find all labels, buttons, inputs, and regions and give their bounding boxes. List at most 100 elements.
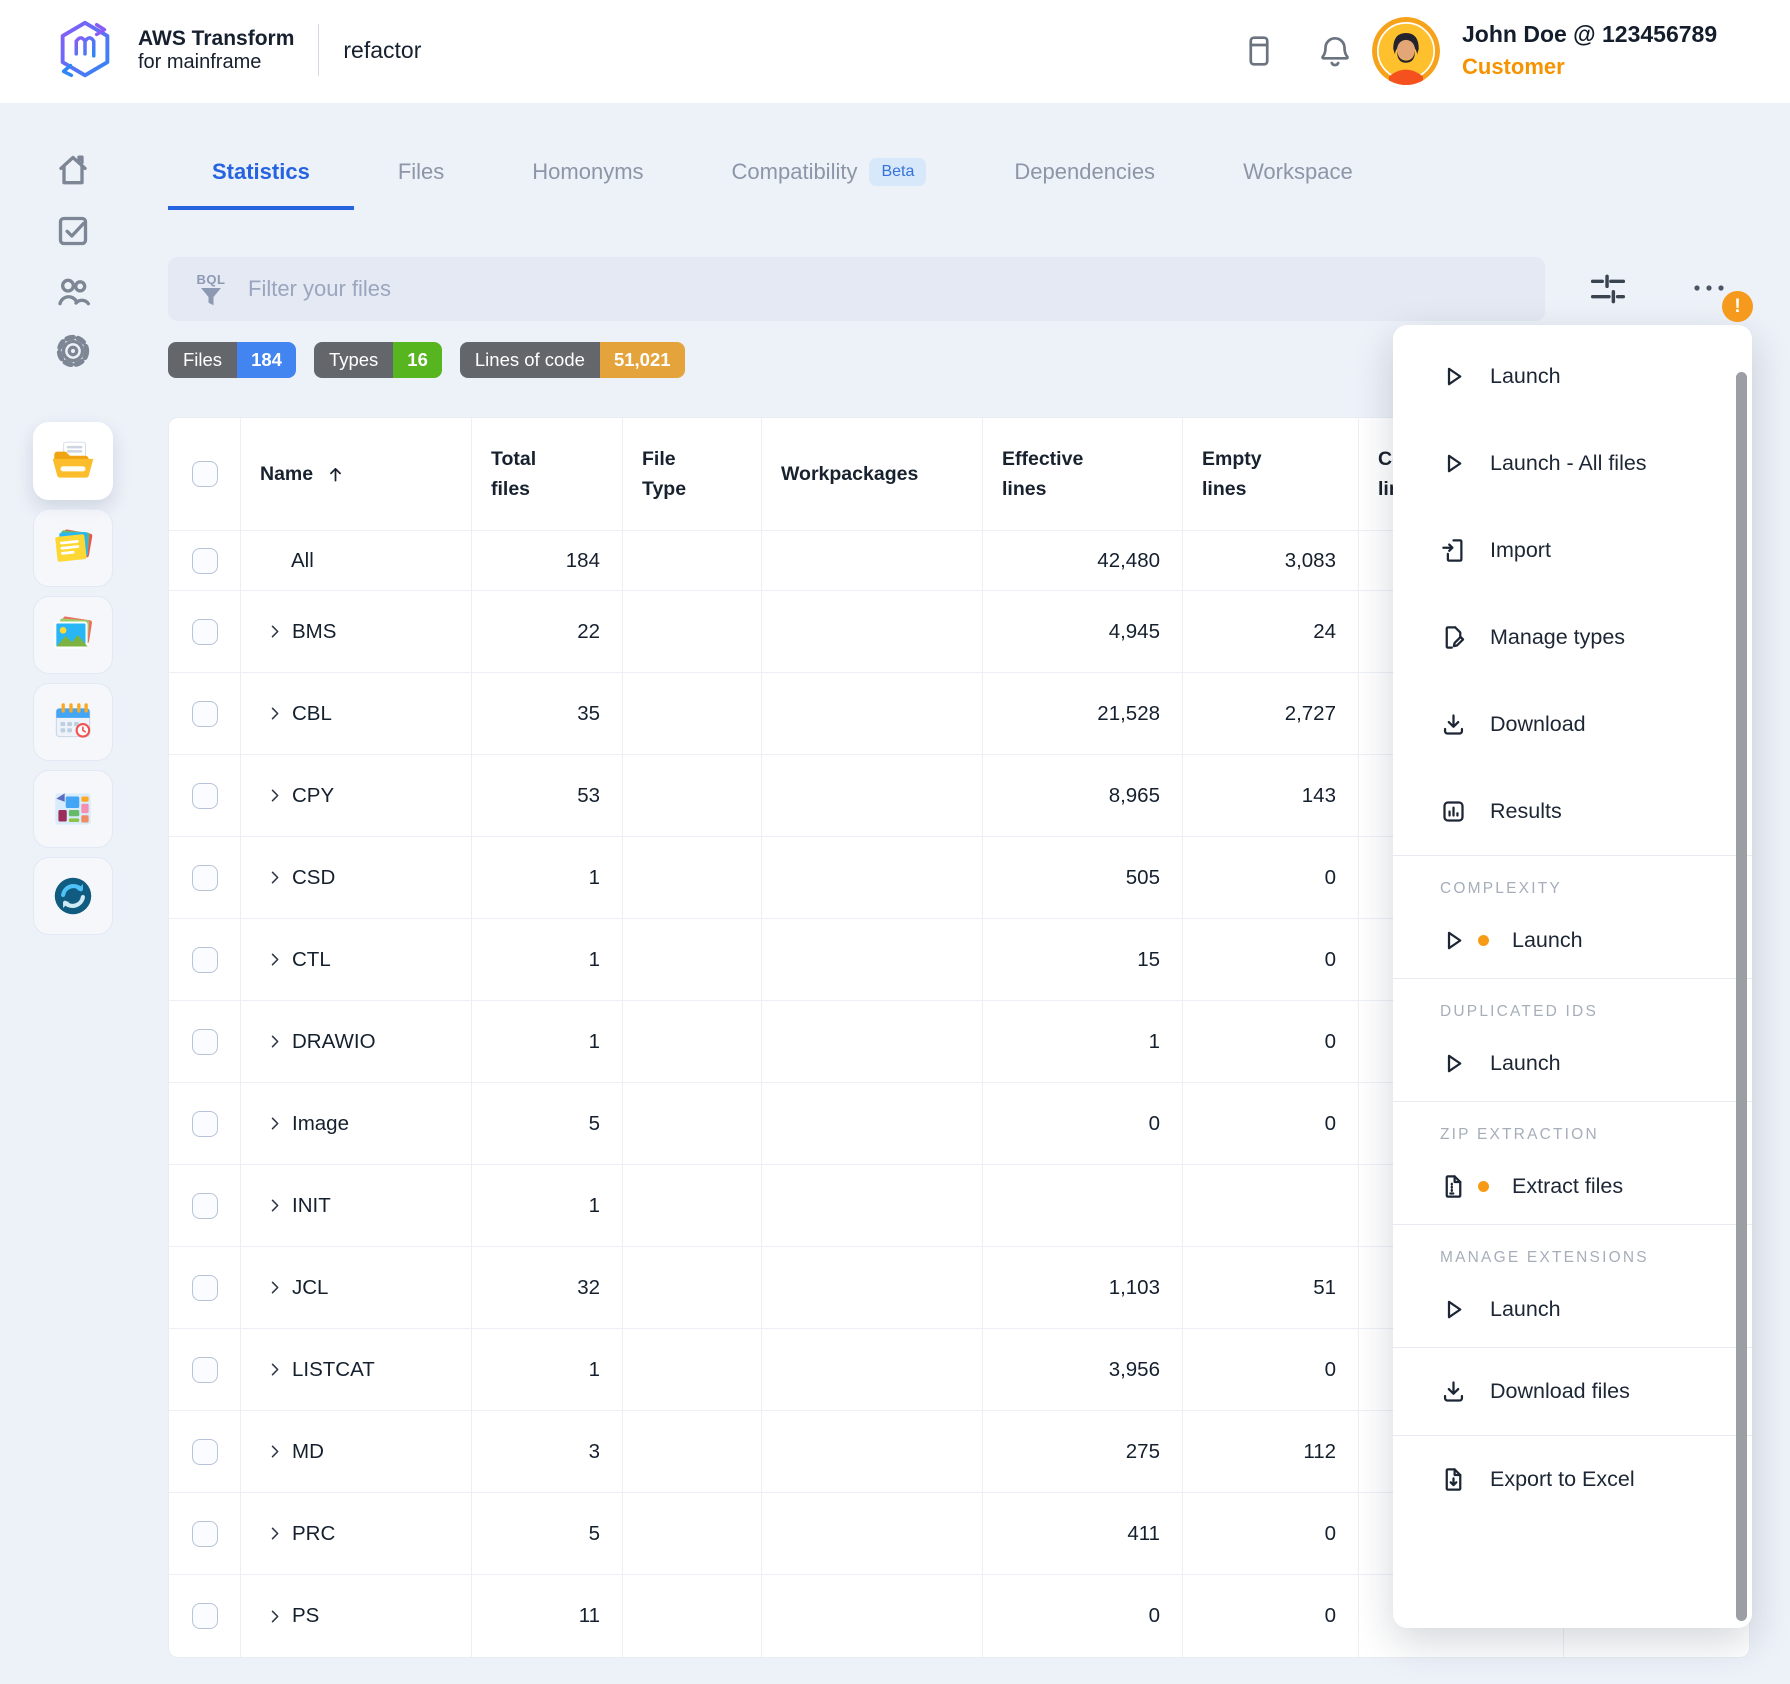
summary-badge-lines-of-code: Lines of code 51,021: [459, 342, 685, 378]
tab-statistics[interactable]: Statistics: [168, 138, 354, 210]
row-checkbox[interactable]: [191, 1438, 218, 1465]
row-checkbox[interactable]: [191, 864, 218, 891]
column-header-name[interactable]: Name: [241, 418, 472, 530]
table-row-ps[interactable]: PS 11 0 0: [169, 1575, 1749, 1657]
app-tile-notes[interactable]: [33, 509, 113, 587]
menu-item-launch[interactable]: Launch: [1393, 902, 1752, 978]
workpackages-cell: [762, 1493, 983, 1574]
table-row-init[interactable]: INIT 1: [169, 1165, 1749, 1247]
expand-chevron-icon[interactable]: [265, 1032, 284, 1051]
avatar[interactable]: [1372, 17, 1440, 85]
row-checkbox[interactable]: [191, 1192, 218, 1219]
menu-item-import[interactable]: Import: [1393, 507, 1752, 594]
whitepaper-icon[interactable]: [1240, 32, 1278, 70]
select-all-checkbox[interactable]: [191, 461, 218, 487]
alert-badge[interactable]: !: [1722, 291, 1753, 322]
calendar-app-icon: [48, 697, 98, 747]
row-checkbox[interactable]: [191, 782, 218, 809]
table-row-ctl[interactable]: CTL 1 15 0: [169, 919, 1749, 1001]
user-name: John Doe @ 123456789: [1462, 21, 1718, 47]
row-checkbox[interactable]: [191, 946, 218, 973]
name-cell: LISTCAT: [241, 1329, 472, 1410]
tab-dependencies[interactable]: Dependencies: [970, 138, 1199, 210]
tab-compatibility[interactable]: Compatibility Beta: [688, 138, 971, 210]
menu-item-download[interactable]: Download: [1393, 681, 1752, 768]
expand-chevron-icon[interactable]: [265, 1278, 284, 1297]
row-checkbox-cell: [169, 837, 241, 918]
expand-chevron-icon[interactable]: [265, 950, 284, 969]
menu-item-download-files[interactable]: Download files: [1393, 1348, 1752, 1435]
expand-chevron-icon[interactable]: [265, 1360, 284, 1379]
menu-item-manage-types[interactable]: Manage types: [1393, 594, 1752, 681]
tasks-icon[interactable]: [53, 211, 93, 251]
expand-chevron-icon[interactable]: [265, 1442, 284, 1461]
row-checkbox[interactable]: [191, 618, 218, 645]
app-tile-sync[interactable]: [33, 857, 113, 935]
expand-chevron-icon[interactable]: [265, 1114, 284, 1133]
app-tile-photos[interactable]: [33, 596, 113, 674]
row-checkbox[interactable]: [191, 1603, 218, 1629]
summary-badge-types: Types 16: [313, 342, 442, 378]
filter-input[interactable]: [248, 276, 1523, 302]
tab-files[interactable]: Files: [354, 138, 488, 210]
row-checkbox[interactable]: [191, 1520, 218, 1547]
bell-icon[interactable]: [1316, 32, 1354, 70]
menu-scrollbar[interactable]: [1736, 372, 1747, 1621]
menu-item-export-to-excel[interactable]: Export to Excel: [1393, 1436, 1752, 1523]
table-row-image[interactable]: Image 5 0 0: [169, 1083, 1749, 1165]
column-header-label: Workpackages: [781, 462, 919, 485]
overflow-menu-icon[interactable]: [1690, 278, 1728, 304]
dashboard-app-icon: [48, 784, 98, 834]
app-tile-calendar[interactable]: [33, 683, 113, 761]
workpackages-cell: [762, 1165, 983, 1246]
row-checkbox[interactable]: [191, 1274, 218, 1301]
home-icon[interactable]: [53, 150, 93, 190]
row-checkbox[interactable]: [191, 1028, 218, 1055]
expand-chevron-icon[interactable]: [265, 622, 284, 641]
row-checkbox[interactable]: [191, 547, 218, 574]
table-row-listcat[interactable]: LISTCAT 1 3,956 0: [169, 1329, 1749, 1411]
play-icon: [1440, 1296, 1467, 1323]
table-row-all[interactable]: All 184 42,480 3,083: [169, 531, 1749, 591]
table-row-md[interactable]: MD 3 275 112: [169, 1411, 1749, 1493]
menu-item-launch[interactable]: Launch: [1393, 1025, 1752, 1101]
tab-label: Statistics: [212, 159, 310, 184]
tab-workspace[interactable]: Workspace: [1199, 138, 1397, 210]
menu-item-launch[interactable]: Launch: [1393, 1271, 1752, 1347]
expand-chevron-icon[interactable]: [265, 1196, 284, 1215]
file-type-cell: [623, 919, 762, 1000]
play-icon: [1440, 1050, 1467, 1077]
menu-section: DUPLICATED IDS Launch: [1393, 979, 1752, 1101]
row-checkbox[interactable]: [191, 700, 218, 727]
app-tile-dashboard[interactable]: [33, 770, 113, 848]
app-tile-documents[interactable]: [33, 422, 113, 500]
table-row-csd[interactable]: CSD 1 505 0: [169, 837, 1749, 919]
menu-item-launch[interactable]: Launch: [1393, 333, 1752, 420]
expand-chevron-icon[interactable]: [265, 786, 284, 805]
download-icon: [1440, 1378, 1467, 1405]
workpackages-cell: [762, 1247, 983, 1328]
sort-ascending-icon[interactable]: [325, 464, 346, 485]
users-icon[interactable]: [53, 272, 93, 312]
menu-item-extract-files[interactable]: Extract files: [1393, 1148, 1752, 1224]
name-cell: JCL: [241, 1247, 472, 1328]
menu-section-title: DUPLICATED IDS: [1440, 1003, 1598, 1020]
expand-chevron-icon[interactable]: [265, 868, 284, 887]
tab-homonyms[interactable]: Homonyms: [488, 138, 687, 210]
row-checkbox[interactable]: [191, 1110, 218, 1137]
sliders-icon[interactable]: [1585, 266, 1631, 312]
menu-item-results[interactable]: Results: [1393, 768, 1752, 855]
row-checkbox[interactable]: [191, 1356, 218, 1383]
file-edit-icon: [1440, 624, 1467, 651]
table-row-cbl[interactable]: CBL 35 21,528 2,727: [169, 673, 1749, 755]
expand-chevron-icon[interactable]: [265, 704, 284, 723]
settings-icon[interactable]: [53, 331, 93, 371]
name-cell: PS: [241, 1575, 472, 1657]
menu-section-title: COMPLEXITY: [1440, 880, 1562, 897]
effective-lines-cell: 1,103: [983, 1247, 1183, 1328]
row-checkbox-cell: [169, 1165, 241, 1246]
expand-chevron-icon[interactable]: [265, 1524, 284, 1543]
column-header-file-type: File Type: [623, 418, 762, 530]
expand-chevron-icon[interactable]: [265, 1607, 284, 1626]
menu-item-launch-all-files[interactable]: Launch - All files: [1393, 420, 1752, 507]
